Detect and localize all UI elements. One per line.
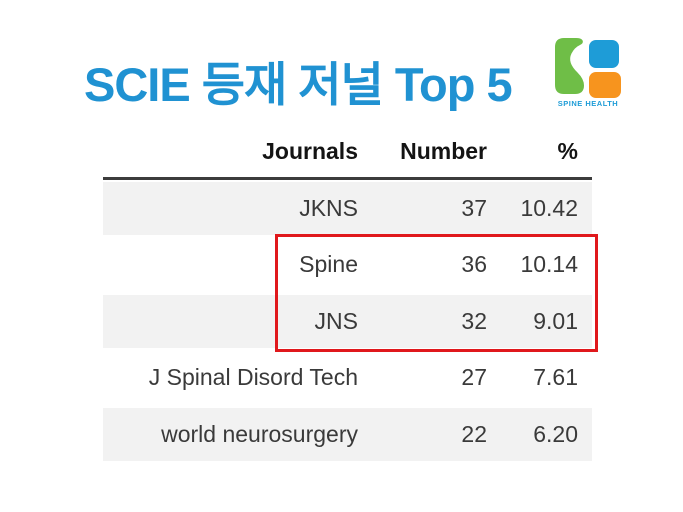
spine-health-logo-mark (555, 38, 621, 98)
column-header-percent: % (557, 137, 578, 164)
percent-cell: 9.01 (533, 307, 578, 334)
number-cell: 37 (461, 194, 487, 221)
brand-name: SPINE HEALTH (557, 99, 619, 108)
number-cell: 22 (461, 420, 487, 447)
brand-logo: SPINE HEALTH (552, 34, 624, 108)
logo-orange-square (589, 72, 621, 98)
table-header-row: Journals Number % (103, 125, 592, 180)
journal-cell: world neurosurgery (161, 420, 358, 447)
table-row: JNS 32 9.01 (103, 293, 592, 350)
column-header-number: Number (400, 137, 487, 164)
journal-cell: J Spinal Disord Tech (148, 364, 358, 391)
slide-title: SCIE 등재 저널 Top 5 (84, 58, 513, 111)
column-header-journals: Journals (262, 137, 358, 164)
journal-cell: Spine (299, 251, 358, 278)
table-row: J Spinal Disord Tech 27 7.61 (103, 350, 592, 407)
percent-cell: 6.20 (533, 420, 578, 447)
logo-green-spine-shape (555, 38, 584, 94)
number-cell: 27 (461, 364, 487, 391)
journal-cell: JNS (314, 307, 358, 334)
journal-cell: JKNS (299, 194, 358, 221)
table-row: JKNS 37 10.42 (103, 180, 592, 237)
journals-table: Journals Number % JKNS 37 10.42 Spine 36… (103, 125, 592, 463)
percent-cell: 10.14 (520, 251, 578, 278)
table-row: world neurosurgery 22 6.20 (103, 406, 592, 463)
percent-cell: 10.42 (520, 194, 578, 221)
table-row: Spine 36 10.14 (103, 237, 592, 294)
number-cell: 32 (461, 307, 487, 334)
percent-cell: 7.61 (533, 364, 578, 391)
number-cell: 36 (461, 251, 487, 278)
logo-blue-square (589, 40, 619, 68)
